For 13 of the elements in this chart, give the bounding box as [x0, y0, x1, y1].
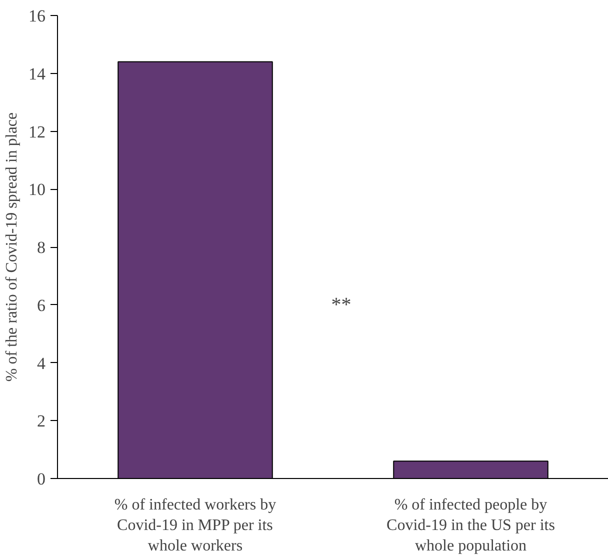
y-tick-label: 10	[28, 180, 46, 200]
x-tick-label: % of infected workers by Covid-19 in MPP per its whole workers	[114, 496, 276, 554]
x-tick-label: % of infected people by Covid-19 in the US per its whole population	[386, 496, 555, 554]
y-tick-label: 8	[37, 238, 46, 257]
y-tick-label: 6	[37, 296, 46, 315]
y-tick-label: 0	[37, 470, 46, 488]
y-tick-label: 4	[37, 354, 46, 373]
y-tick-label: 2	[37, 412, 46, 431]
annotation: **	[331, 294, 352, 316]
y-tick-label: 14	[28, 64, 46, 84]
y-axis-title: % of the ratio of Covid-19 spread in place	[4, 112, 20, 382]
y-tick-label: 16	[28, 6, 46, 26]
y-tick-label: 12	[28, 122, 46, 142]
